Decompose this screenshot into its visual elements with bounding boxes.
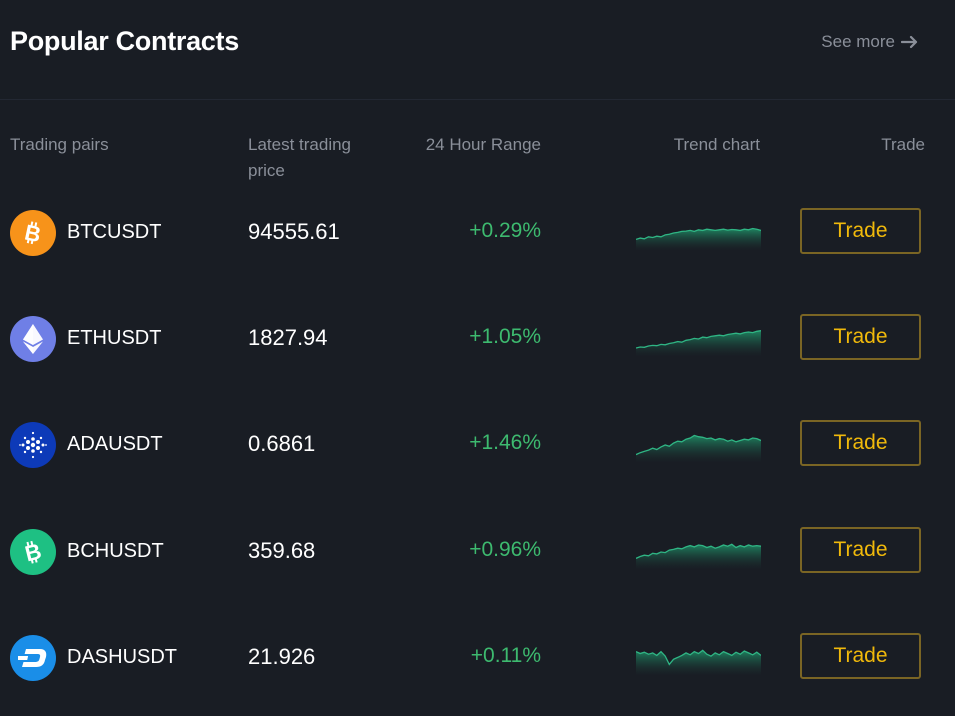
sparkline-line xyxy=(636,227,761,241)
sparkline-line xyxy=(636,434,761,456)
price-change: +1.05% xyxy=(469,325,541,348)
table-row-bchusdt[interactable]: B BCHUSDT 359.68 +0.96% Trade xyxy=(0,522,955,582)
sparkline-line xyxy=(636,543,761,559)
latest-price: 94555.61 xyxy=(248,219,340,244)
see-more-link[interactable]: See more xyxy=(821,32,919,52)
latest-price: 359.68 xyxy=(248,538,316,563)
arrow-right-icon xyxy=(901,35,918,49)
ethereum-icon xyxy=(10,316,56,362)
trend-sparkline xyxy=(636,543,761,570)
trend-sparkline xyxy=(636,649,761,676)
latest-price: 1827.94 xyxy=(248,325,328,350)
table-row-dashusdt[interactable]: DASHUSDT 21.926 +0.11% Trade xyxy=(0,628,955,688)
latest-price: 0.6861 xyxy=(248,431,316,456)
sparkline-area xyxy=(636,435,761,463)
panel-header: Popular Contracts See more xyxy=(0,0,955,100)
see-more-label: See more xyxy=(821,32,895,51)
price-change: +0.29% xyxy=(469,219,541,242)
sparkline-area xyxy=(636,228,761,251)
pair-name: DASHUSDT xyxy=(67,646,178,668)
table-row-ethusdt[interactable]: ETHUSDT 1827.94 +1.05% Trade xyxy=(0,309,955,369)
trade-button[interactable]: Trade xyxy=(800,208,921,254)
column-header-trading-pairs: Trading pairs xyxy=(10,135,109,154)
table-row-adausdt[interactable]: ADAUSDT 0.6861 +1.46% Trade xyxy=(0,415,955,475)
bitcoin-cash-icon: B xyxy=(10,529,56,575)
trade-button[interactable]: Trade xyxy=(800,420,921,466)
dash-icon xyxy=(10,635,56,681)
column-header-latest-price: Latest trading price xyxy=(248,135,352,180)
sparkline-line xyxy=(636,330,761,349)
sparkline-line xyxy=(636,649,761,666)
pair-name: BCHUSDT xyxy=(67,540,164,562)
sparkline-area xyxy=(636,330,761,357)
bitcoin-icon: B xyxy=(10,210,56,256)
trade-button[interactable]: Trade xyxy=(800,527,921,573)
pair-name: ADAUSDT xyxy=(67,433,163,455)
column-header-trend-chart: Trend chart xyxy=(673,135,760,154)
table-row-btcusdt[interactable]: B BTCUSDT 94555.61 +0.29% Trade xyxy=(0,203,955,263)
price-change: +0.96% xyxy=(469,538,541,561)
price-change: +0.11% xyxy=(470,644,541,667)
trade-button[interactable]: Trade xyxy=(800,314,921,360)
trade-button[interactable]: Trade xyxy=(800,633,921,679)
cardano-icon xyxy=(10,422,56,468)
trend-sparkline xyxy=(636,330,761,357)
pair-name: ETHUSDT xyxy=(67,327,162,349)
trend-sparkline xyxy=(636,434,761,463)
column-header-24h-range: 24 Hour Range xyxy=(425,135,541,154)
trend-sparkline xyxy=(636,227,761,251)
sparkline-area xyxy=(636,544,761,570)
sparkline-area xyxy=(636,650,761,676)
page-title: Popular Contracts xyxy=(10,26,239,56)
column-header-trade: Trade xyxy=(881,135,925,154)
pair-name: BTCUSDT xyxy=(67,221,162,243)
latest-price: 21.926 xyxy=(248,644,316,669)
price-change: +1.46% xyxy=(469,431,541,454)
